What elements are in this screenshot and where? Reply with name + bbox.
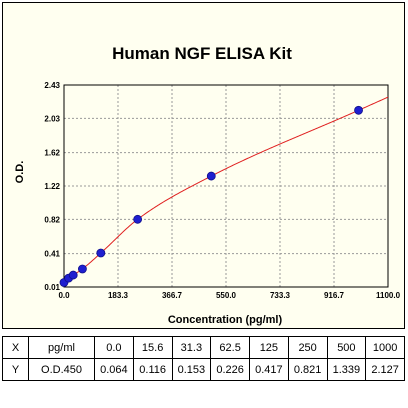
x-tick-label: 733.3 <box>270 291 291 300</box>
x-tick-label: 366.7 <box>162 291 183 300</box>
table-cell: 0.226 <box>210 358 250 381</box>
y-tick-label: 2.43 <box>44 81 60 90</box>
x-tick-label: 183.3 <box>108 291 129 300</box>
table-cell: 0.0 <box>94 336 134 359</box>
plot-area <box>63 84 389 288</box>
y-tick-label: 0.82 <box>44 215 60 224</box>
table-cell: 0.116 <box>132 358 173 381</box>
y-tick-label: 2.03 <box>44 114 60 123</box>
y-tick-label: 0.41 <box>44 250 60 259</box>
data-point <box>78 264 87 274</box>
data-points <box>59 105 363 287</box>
table-cell: 2.127 <box>365 358 405 381</box>
table-cell: 31.3 <box>171 336 212 359</box>
table-cell: 1000 <box>365 336 405 359</box>
data-point <box>96 248 106 258</box>
y-tick-label: 1.22 <box>44 182 60 191</box>
table-cell: 500 <box>326 336 367 359</box>
chart: Human NGF ELISA Kit O.D. Concentration (… <box>14 44 401 326</box>
x-axis-label: Concentration (pg/ml) <box>168 314 283 326</box>
data-point <box>68 270 78 280</box>
data-point <box>354 105 363 115</box>
x-tick-label: 550.0 <box>216 291 237 300</box>
table-cell: 0.153 <box>171 358 212 381</box>
tick-labels: 0.0 183.3 366.7 550.0 733.3 916.7 1100.0 0.01 0.… <box>44 81 400 300</box>
table-cell: 125 <box>249 336 289 359</box>
table-row-y: Y O.D.450 0.064 0.116 0.153 0.226 0.417 … <box>2 358 405 381</box>
row-label: X <box>2 336 29 359</box>
x-tick-label: 916.7 <box>324 291 345 300</box>
y-tick-label: 0.01 <box>44 283 60 292</box>
table-cell: 0.064 <box>94 358 134 381</box>
data-point <box>206 171 216 181</box>
chart-frame: Human NGF ELISA Kit O.D. Concentration (… <box>2 2 405 329</box>
table-cell: 15.6 <box>132 336 173 359</box>
row-unit: pg/ml <box>28 336 95 359</box>
table-cell: 0.821 <box>287 358 328 381</box>
x-tick-label: 1100.0 <box>376 291 401 300</box>
row-unit: O.D.450 <box>28 358 95 381</box>
grid-lines <box>64 85 388 287</box>
fit-curve <box>63 96 389 283</box>
chart-title: Human NGF ELISA Kit <box>112 44 292 63</box>
table-cell: 62.5 <box>210 336 250 359</box>
data-table: X pg/ml 0.0 15.6 31.3 62.5 125 250 500 1… <box>2 336 405 381</box>
data-point <box>133 214 143 224</box>
table-cell: 250 <box>287 336 328 359</box>
table-cell: 0.417 <box>249 358 289 381</box>
table-cell: 1.339 <box>326 358 367 381</box>
row-label: Y <box>2 358 29 381</box>
table-row-x: X pg/ml 0.0 15.6 31.3 62.5 125 250 500 1… <box>2 336 405 359</box>
x-tick-label: 0.0 <box>58 291 70 300</box>
y-axis-label: O.D. <box>14 161 26 184</box>
y-tick-label: 1.62 <box>44 149 60 158</box>
